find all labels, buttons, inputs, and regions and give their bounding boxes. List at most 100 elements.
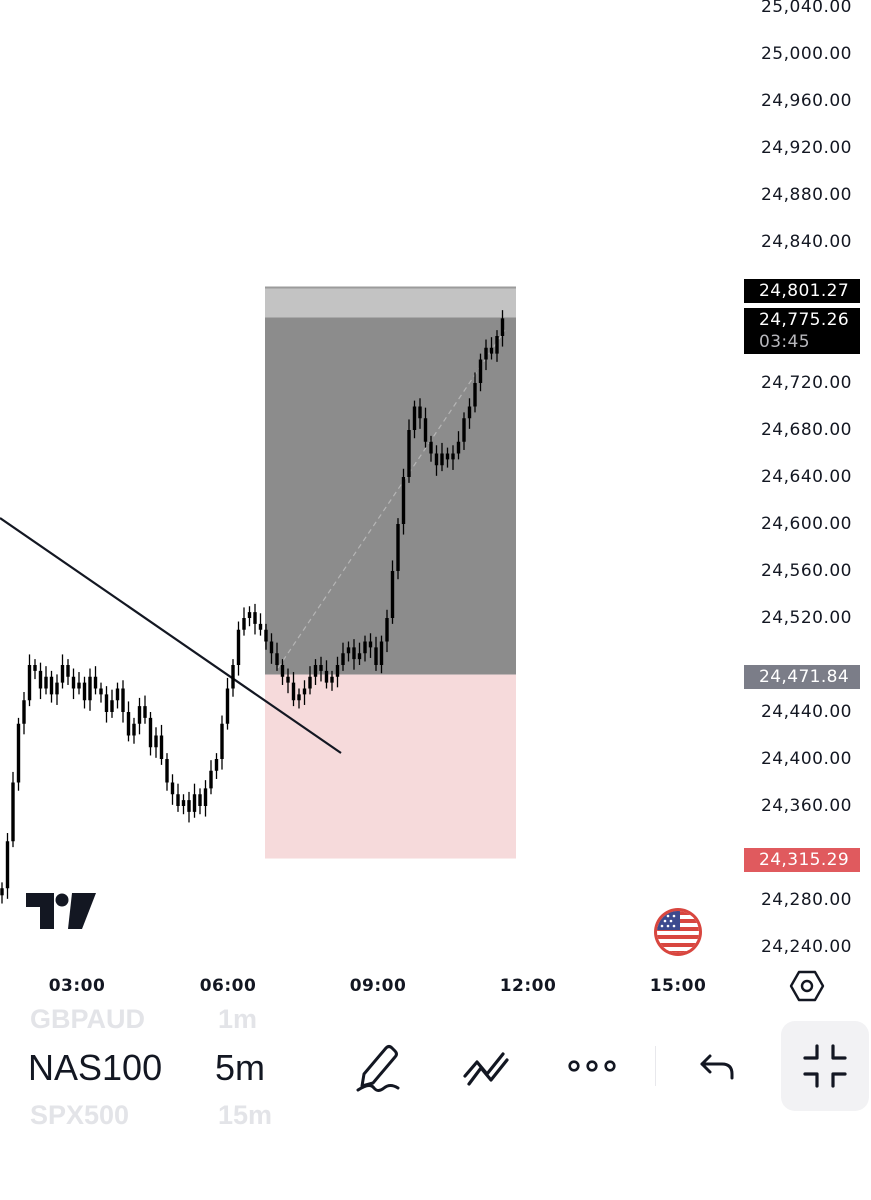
candle-body [484, 347, 488, 360]
candle-body [341, 653, 345, 665]
candle-body [467, 406, 472, 419]
interval-option-prev[interactable]: 1m [218, 1004, 258, 1034]
candle-body [115, 688, 120, 701]
candle-body [385, 618, 389, 642]
candle-body [489, 347, 494, 354]
candle-body [143, 706, 147, 718]
candle-body [451, 453, 455, 460]
collapse-button[interactable] [781, 1021, 869, 1111]
undo-icon[interactable] [690, 1038, 746, 1094]
price-axis-label: 24,640.00 [760, 467, 852, 487]
hexagon-settings-icon[interactable] [789, 968, 825, 1004]
candle-body [313, 665, 318, 677]
interval-current[interactable]: 5m [215, 1047, 266, 1088]
price-axis-label: 24,720.00 [760, 373, 852, 393]
time-label: 03:00 [48, 976, 106, 996]
price-axis-label: 24,520.00 [760, 608, 852, 628]
candle-body [291, 682, 296, 701]
candle-body [445, 453, 450, 460]
candle-body [33, 665, 37, 671]
current-price-badge: 24,775.26 03:45 [744, 308, 860, 354]
candle-body [330, 676, 334, 683]
target-band [265, 287, 516, 318]
candle-body [49, 676, 54, 695]
price-axis-label: 24,400.00 [760, 749, 852, 769]
candle-body [363, 641, 367, 654]
candle-body [22, 700, 26, 724]
candle-body [280, 665, 285, 677]
candle-body [170, 782, 175, 795]
candle-body [368, 641, 373, 648]
bar-countdown: 03:45 [759, 332, 810, 352]
pencil-draw-icon[interactable] [350, 1038, 406, 1094]
candle-body [214, 759, 219, 771]
candle-body [473, 383, 477, 407]
candle-body [203, 788, 208, 806]
candlestick-series [0, 310, 505, 904]
candle-body [396, 524, 400, 571]
stop-zone [265, 674, 516, 859]
candle-body [236, 629, 241, 665]
candle-body [324, 670, 329, 683]
candle-body [16, 723, 21, 783]
candle-body [93, 676, 98, 689]
candle-body [302, 688, 307, 695]
candle-body [319, 665, 323, 671]
candle-body [253, 612, 257, 624]
candle-body [148, 717, 153, 748]
symbol-current[interactable]: NAS100 [28, 1047, 163, 1088]
price-axis-label: 24,960.00 [760, 91, 852, 111]
candle-body [401, 477, 406, 524]
candle-body [308, 676, 312, 689]
us-flag-icon[interactable] [653, 907, 703, 957]
candle-body [82, 682, 87, 701]
current-price-value: 24,775.26 [759, 310, 850, 330]
candle-body [5, 841, 10, 889]
price-axis-label: 24,560.00 [760, 561, 852, 581]
candle-body [44, 676, 48, 689]
candle-body [225, 688, 230, 724]
candle-body [423, 418, 428, 442]
candle-body [165, 759, 169, 783]
candle-body [352, 647, 356, 660]
price-axis-label: 24,440.00 [760, 702, 852, 722]
candle-body [126, 712, 131, 736]
symbol-option-next[interactable]: SPX500 [30, 1100, 130, 1130]
candle-body [181, 800, 186, 806]
pattern-tool-icon[interactable] [457, 1038, 513, 1094]
candle-body [154, 735, 158, 748]
candle-body [242, 618, 246, 630]
candle-body [264, 629, 268, 642]
candle-body [220, 723, 224, 759]
candle-body [390, 571, 395, 618]
candle-body [374, 647, 378, 665]
candle-body [247, 612, 252, 618]
candle-body [137, 706, 142, 724]
candle-body [192, 794, 197, 812]
symbol-option-prev[interactable]: GBPAUD [30, 1004, 146, 1034]
collapse-icon[interactable] [797, 1038, 853, 1094]
candle-body [456, 441, 461, 454]
candle-body [27, 665, 32, 701]
candle-body [407, 430, 411, 477]
target-zone [265, 287, 516, 675]
candle-body [412, 406, 417, 430]
candle-body [269, 641, 274, 654]
candle-body [462, 418, 466, 442]
candle-body [104, 694, 109, 712]
candle-body [11, 782, 15, 842]
interval-option-next[interactable]: 15m [218, 1100, 273, 1130]
candle-body [121, 688, 125, 712]
candle-body [71, 676, 76, 689]
price-chart[interactable] [0, 0, 871, 1010]
more-icon[interactable] [564, 1038, 620, 1094]
candle-body [379, 641, 384, 665]
candle-body [60, 665, 65, 683]
toolbar-divider [655, 1046, 656, 1086]
candle-body [176, 794, 180, 806]
candle-body [88, 676, 92, 701]
candle-body [258, 623, 263, 630]
price-axis-label: 24,840.00 [760, 232, 852, 252]
candle-body [500, 318, 505, 336]
candle-body [418, 406, 422, 419]
